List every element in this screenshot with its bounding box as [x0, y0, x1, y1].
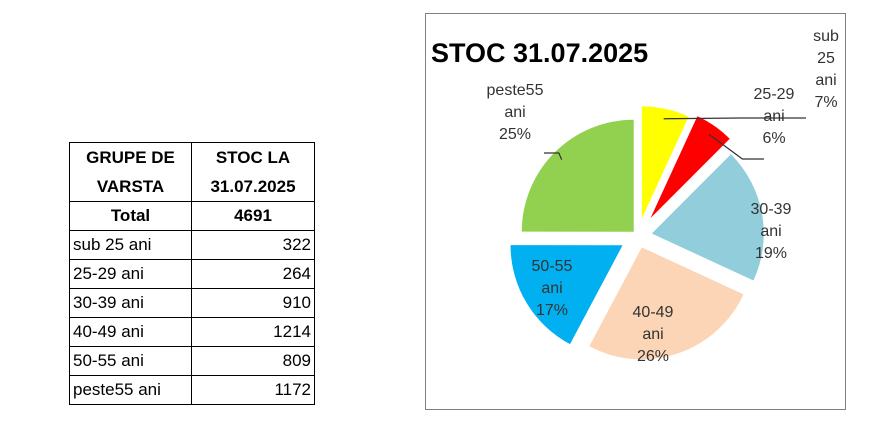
pie-slice-4 — [510, 245, 623, 345]
row-group: 30-39 ani — [69, 288, 192, 318]
row-value: 264 — [191, 259, 315, 289]
age-group-table: GRUPE DE VARSTA STOC LA 31.07.2025 Total 4… — [69, 142, 315, 405]
table-row: 25-29 ani 264 — [69, 259, 315, 289]
leader-line-1 — [708, 133, 764, 160]
slice-label-1: 25-29 ani 6% — [754, 86, 795, 147]
row-group: 50-55 ani — [69, 346, 192, 376]
pie-slice-1 — [650, 116, 730, 218]
row-group: sub 25 ani — [69, 230, 192, 260]
pie-slice-2 — [651, 154, 764, 281]
slice-label-5: peste55 ani 25% — [487, 82, 544, 143]
header-stock-line1: STOC LA — [215, 148, 291, 167]
table-header-row: GRUPE DE VARSTA STOC LA 31.07.2025 — [69, 142, 315, 202]
table-row: peste55 ani 1172 — [69, 375, 315, 405]
pie-slice-5 — [521, 119, 634, 232]
table-row: 30-39 ani 910 — [69, 288, 315, 318]
total-row: Total 4691 — [69, 201, 315, 231]
table-row: 40-49 ani 1214 — [69, 317, 315, 347]
slice-label-4: 50-55 ani 17% — [532, 258, 573, 319]
total-label: Total — [69, 201, 192, 231]
header-group-line2: VARSTA — [96, 177, 165, 196]
chart-title: STOC 31.07.2025 — [431, 38, 648, 68]
row-group: peste55 ani — [69, 375, 192, 405]
slice-label-3: 40-49 ani 26% — [633, 304, 674, 365]
table-row: sub 25 ani 322 — [69, 230, 315, 260]
row-value: 1172 — [191, 375, 315, 405]
pie-chart: STOC 31.07.2025 sub 25 ani 7% 25-29 ani 6% 30-3… — [431, 28, 839, 365]
row-value: 809 — [191, 346, 315, 376]
header-stock-line2: 31.07.2025 — [210, 177, 296, 196]
header-group-line1: GRUPE DE — [86, 148, 175, 167]
row-group: 25-29 ani — [69, 259, 192, 289]
leader-line-5 — [544, 152, 563, 160]
slice-label-0: sub 25 ani 7% — [813, 28, 839, 111]
table-row: 50-55 ani 809 — [69, 346, 315, 376]
leader-lines — [544, 117, 806, 160]
header-stock: STOC LA 31.07.2025 — [191, 142, 315, 202]
pie-slice-3 — [589, 247, 744, 360]
row-group: 40-49 ani — [69, 317, 192, 347]
header-group: GRUPE DE VARSTA — [69, 142, 192, 202]
slice-labels: sub 25 ani 7% 25-29 ani 6% 30-39 ani 19% 40-49 ani 2… — [487, 28, 839, 365]
pie-slice-0 — [641, 106, 689, 219]
slice-label-2: 30-39 ani 19% — [751, 201, 792, 262]
leader-line-0 — [663, 117, 806, 120]
pie-slices — [510, 106, 764, 360]
row-value: 1214 — [191, 317, 315, 347]
pie-chart-frame: STOC 31.07.2025 sub 25 ani 7% 25-29 ani 6% 30-3… — [425, 13, 846, 410]
row-value: 910 — [191, 288, 315, 318]
total-value: 4691 — [191, 201, 315, 231]
row-value: 322 — [191, 230, 315, 260]
